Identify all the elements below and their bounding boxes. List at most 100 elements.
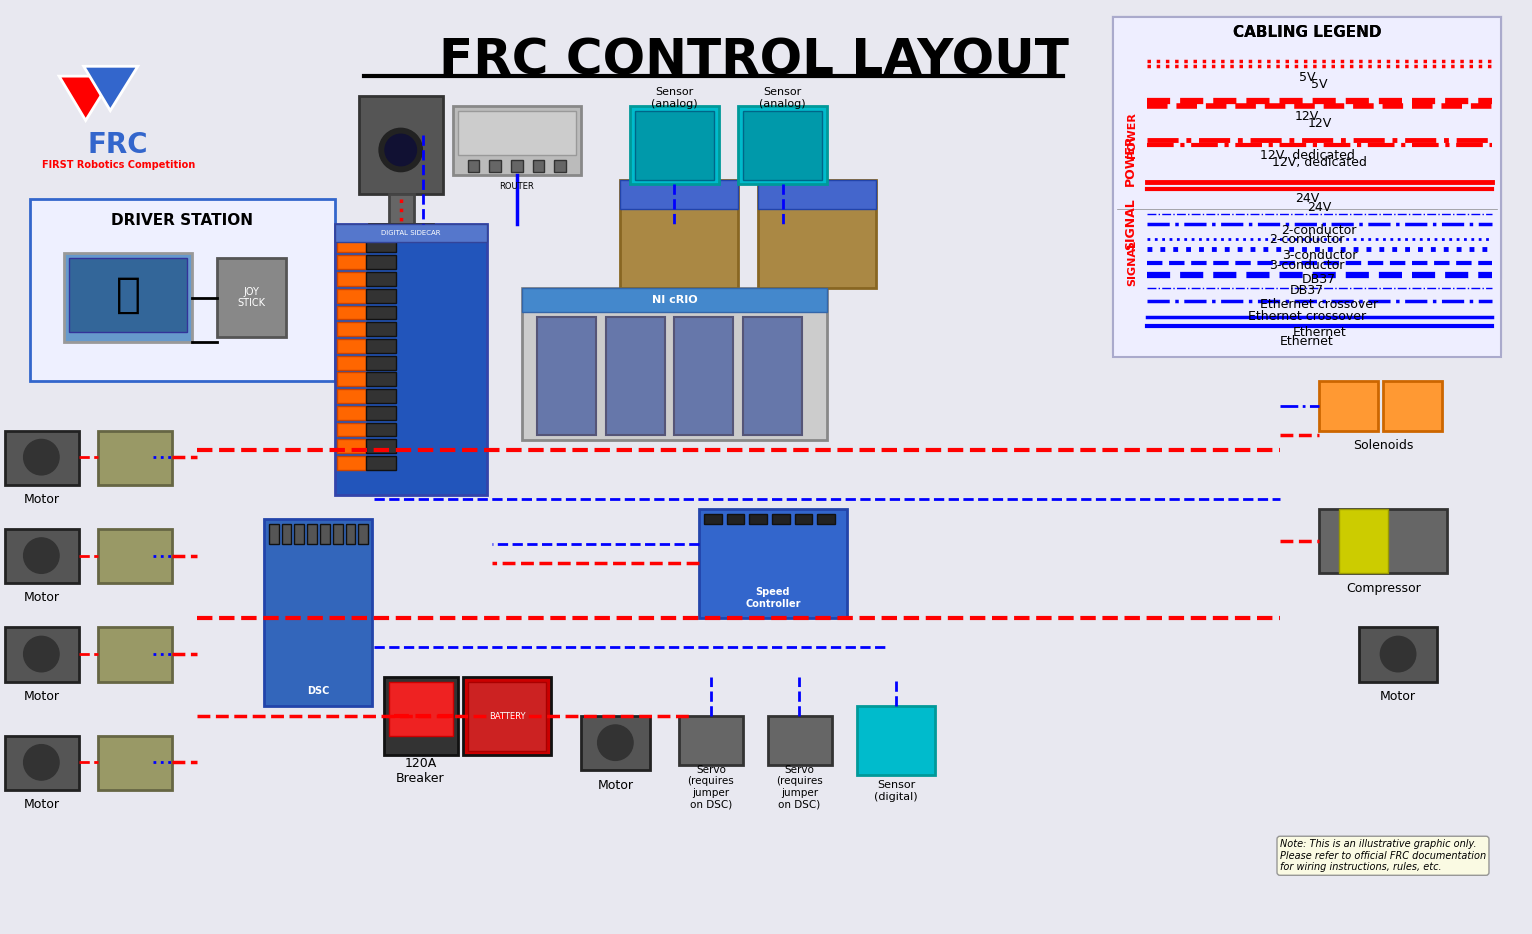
Text: Motor: Motor <box>23 493 60 506</box>
Bar <box>555 160 567 172</box>
Bar <box>337 406 366 419</box>
Bar <box>337 356 366 370</box>
Bar <box>758 179 876 209</box>
Bar <box>282 524 291 544</box>
Bar <box>320 524 329 544</box>
Bar <box>337 255 366 269</box>
Text: DB37: DB37 <box>1290 284 1324 297</box>
Bar <box>366 289 395 303</box>
Bar <box>1112 17 1501 352</box>
Text: 5V: 5V <box>1299 71 1316 84</box>
Text: Compressor: Compressor <box>1347 582 1420 595</box>
Text: FRC: FRC <box>87 131 149 159</box>
Bar <box>620 179 738 209</box>
Bar <box>533 160 544 172</box>
Text: ROUTER: ROUTER <box>499 182 535 191</box>
Text: Ethernet: Ethernet <box>1281 335 1334 348</box>
Text: 3-conductor: 3-conductor <box>1282 248 1357 262</box>
Bar <box>385 677 458 756</box>
Bar <box>5 628 78 682</box>
Text: JOY
STICK: JOY STICK <box>237 287 265 308</box>
Text: Solenoids: Solenoids <box>1353 439 1414 452</box>
Bar <box>467 160 480 172</box>
Bar <box>1339 509 1388 573</box>
Bar <box>522 288 827 313</box>
Bar <box>630 106 719 184</box>
Bar <box>620 179 738 288</box>
Bar <box>1112 17 1501 357</box>
Bar <box>1383 381 1443 431</box>
Bar <box>674 318 734 435</box>
Text: DB37: DB37 <box>1302 274 1336 287</box>
Bar <box>29 199 336 381</box>
Circle shape <box>23 636 60 672</box>
Text: 24V: 24V <box>1307 201 1331 214</box>
Bar <box>5 431 78 485</box>
Text: 💻: 💻 <box>115 274 141 316</box>
Text: Servo
(requires
jumper
on DSC): Servo (requires jumper on DSC) <box>688 765 734 810</box>
Bar <box>1319 381 1379 431</box>
Text: DSC: DSC <box>306 686 329 697</box>
Bar <box>795 515 812 524</box>
Bar <box>64 253 192 342</box>
Bar <box>1112 17 1501 278</box>
Bar <box>337 423 366 436</box>
Text: Servo
(requires
jumper
on DSC): Servo (requires jumper on DSC) <box>777 765 823 810</box>
Text: Motor: Motor <box>1380 690 1416 703</box>
Bar <box>463 677 552 756</box>
Circle shape <box>23 538 60 573</box>
Text: 12V: 12V <box>1307 117 1331 130</box>
Bar <box>366 373 395 387</box>
Bar <box>366 439 395 453</box>
Bar <box>705 515 722 524</box>
Bar <box>294 524 305 544</box>
Text: Motor: Motor <box>23 690 60 703</box>
Bar <box>366 389 395 403</box>
Bar <box>336 224 487 242</box>
Bar <box>69 259 187 333</box>
Bar <box>366 356 395 370</box>
Bar <box>743 318 803 435</box>
Bar <box>337 339 366 353</box>
Bar <box>5 736 78 790</box>
Bar <box>337 289 366 303</box>
Polygon shape <box>84 66 138 110</box>
Bar <box>369 224 434 234</box>
Bar <box>772 515 789 524</box>
Bar <box>605 318 665 435</box>
Text: 12V: 12V <box>1295 110 1319 123</box>
Bar <box>679 716 743 765</box>
Text: Ethernet crossover: Ethernet crossover <box>1249 310 1367 323</box>
Circle shape <box>23 439 60 474</box>
Text: 24V: 24V <box>1295 191 1319 205</box>
Text: 2-conductor: 2-conductor <box>1282 224 1357 237</box>
Circle shape <box>23 744 60 780</box>
Text: DRIVER STATION: DRIVER STATION <box>112 213 253 228</box>
Bar <box>743 110 823 179</box>
Bar <box>726 515 745 524</box>
Bar <box>856 706 936 775</box>
Text: FIRST Robotics Competition: FIRST Robotics Competition <box>41 160 195 170</box>
Text: Sensor
(analog): Sensor (analog) <box>651 87 697 108</box>
Bar <box>366 238 395 252</box>
Text: Sensor
(analog): Sensor (analog) <box>760 87 806 108</box>
Text: 12V, dedicated: 12V, dedicated <box>1272 156 1367 169</box>
Text: NI cRIO: NI cRIO <box>651 294 697 304</box>
Bar <box>366 255 395 269</box>
Bar <box>366 423 395 436</box>
Text: POWER: POWER <box>1128 112 1137 158</box>
Circle shape <box>597 725 633 760</box>
Bar <box>337 389 366 403</box>
Text: Ethernet: Ethernet <box>1293 326 1347 339</box>
Bar <box>749 515 768 524</box>
Text: 5V: 5V <box>1311 78 1328 91</box>
Text: 120A
Breaker: 120A Breaker <box>397 757 444 785</box>
Bar <box>264 519 372 706</box>
Text: CABLING LEGEND: CABLING LEGEND <box>1233 25 1382 40</box>
Bar <box>216 259 285 337</box>
Bar <box>336 224 487 495</box>
Bar <box>360 96 443 194</box>
Bar <box>337 439 366 453</box>
Text: Note: This is an illustrative graphic only.
Please refer to official FRC documen: Note: This is an illustrative graphic on… <box>1279 839 1486 872</box>
Text: CABLING LEGEND: CABLING LEGEND <box>1233 25 1382 40</box>
